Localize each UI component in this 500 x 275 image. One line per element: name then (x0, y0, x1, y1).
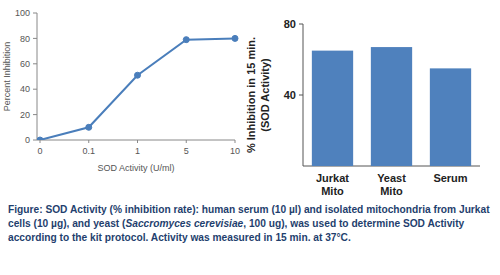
y-axis-title: Percent Inhibition (2, 42, 12, 112)
label-line: Serum (433, 172, 467, 184)
y-tick (33, 13, 37, 14)
marker (135, 72, 141, 78)
label-line: Mito (380, 185, 403, 197)
marker (183, 37, 189, 43)
y-tick (33, 38, 37, 39)
y-axis-title: (SOD Activity) (259, 58, 271, 132)
y-tick-label: 40 (284, 89, 296, 101)
chart-line: 0 20 40 60 80 100 0 0.1 1 5 10 SOD Activity (U/ml) P… (2, 8, 240, 173)
x-axis (37, 140, 235, 141)
y-tick (33, 63, 37, 64)
x-tick-label: YeastMito (377, 172, 406, 197)
bar (371, 47, 412, 166)
bar (312, 51, 353, 166)
x-tick-label: JurkatMito (316, 172, 349, 197)
y-tick-label: 40 (20, 84, 30, 94)
y-axis (37, 13, 38, 140)
data-group (312, 47, 471, 166)
data-group (37, 35, 238, 140)
label-line: Jurkat (316, 172, 349, 184)
x-tick (88, 140, 89, 143)
marker (86, 124, 92, 130)
caption-text: Saccromyces cerevisiae (125, 218, 243, 229)
x-tick-label: 0.1 (82, 146, 95, 156)
chart-bar: 4080JurkatMitoYeastMitoSerum% Inhibition… (245, 18, 480, 197)
label-line: Mito (321, 185, 344, 197)
y-tick (33, 114, 37, 115)
caption-label: Figure: (8, 204, 43, 215)
x-tick (40, 140, 41, 143)
y-tick-label: 100 (15, 8, 30, 18)
line (40, 38, 235, 140)
y-tick-label: 0 (25, 135, 30, 145)
y-tick (33, 140, 37, 141)
bar (430, 68, 471, 166)
x-tick-label: Serum (433, 172, 467, 184)
marker (232, 35, 238, 41)
y-tick (299, 24, 303, 25)
y-tick (33, 89, 37, 90)
x-tick (137, 140, 138, 143)
x-tick-label: 1 (135, 146, 140, 156)
marker (37, 137, 43, 140)
x-tick-label: 0 (37, 146, 42, 156)
x-tick-label: 5 (184, 146, 189, 156)
x-tick-label: 10 (230, 146, 240, 156)
x-tick (235, 140, 236, 143)
y-tick-label: 20 (20, 110, 30, 120)
y-tick-label: 80 (284, 18, 296, 30)
y-tick-label: 80 (20, 34, 30, 44)
caption: Figure: SOD Activity (% inhibition rate)… (8, 203, 494, 245)
label-line: Yeast (377, 172, 406, 184)
y-tick-label: 60 (20, 59, 30, 69)
x-tick (186, 140, 187, 143)
x-axis-title: SOD Activity (U/ml) (97, 163, 174, 173)
y-tick (299, 95, 303, 96)
y-axis-title: % Inhibition in 15 min. (245, 37, 257, 153)
